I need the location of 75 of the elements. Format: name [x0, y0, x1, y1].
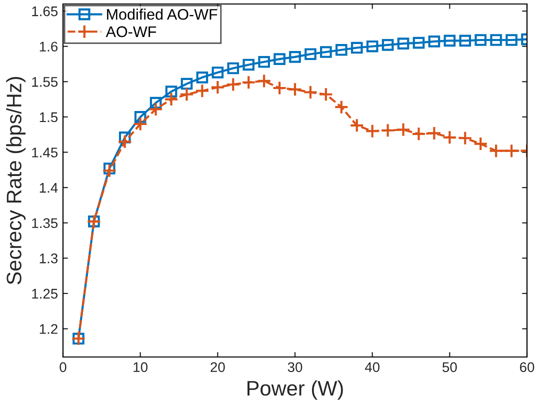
y-tick-label: 1.25: [32, 288, 58, 299]
point: [241, 75, 256, 90]
point: [196, 72, 208, 84]
y-tick-label: 1.5: [40, 112, 58, 122]
point: [506, 34, 518, 46]
point: [380, 123, 396, 138]
point: [212, 66, 224, 78]
x-axis-title: Power (W): [248, 380, 343, 400]
point: [350, 42, 363, 54]
point: [210, 80, 225, 95]
x-tick-label: 10: [134, 362, 148, 372]
point: [444, 34, 456, 47]
point: [411, 126, 426, 142]
point: [490, 34, 502, 46]
point: [288, 82, 302, 97]
point: [118, 134, 132, 149]
y-tick-label: 1.6: [40, 42, 58, 52]
point: [334, 100, 349, 114]
point: [397, 38, 410, 50]
point: [304, 48, 316, 60]
point: [272, 80, 287, 96]
point: [148, 102, 164, 116]
point: [242, 58, 255, 71]
point: [256, 74, 272, 88]
point: [258, 56, 270, 68]
point: [102, 163, 117, 178]
point: [426, 126, 442, 140]
point: [365, 124, 380, 138]
y-axis-title: Secrecy Rate (bps/Hz): [6, 77, 26, 284]
legend-label: AO-WF: [106, 26, 156, 38]
point: [318, 87, 334, 102]
point: [303, 84, 318, 100]
legend-label: Modified AO-WF: [107, 8, 218, 20]
y-tick-label: 1.4: [40, 183, 58, 193]
x-tick-label: 0: [60, 362, 66, 372]
point: [164, 92, 179, 107]
point: [350, 118, 364, 133]
point: [133, 116, 148, 132]
y-tick-label: 1.3: [40, 253, 58, 264]
point: [504, 144, 519, 158]
point: [118, 132, 131, 144]
point: [396, 122, 411, 137]
y-tick-label: 1.65: [32, 6, 58, 16]
y-tick-label: 1.2: [40, 324, 58, 334]
point: [382, 39, 394, 51]
x-tick-label: 20: [210, 362, 225, 372]
point: [458, 130, 472, 146]
point: [366, 40, 378, 52]
point: [103, 162, 116, 174]
point: [194, 84, 210, 98]
x-tick-label: 30: [288, 362, 302, 372]
point: [459, 34, 472, 47]
point: [227, 62, 240, 74]
point: [488, 144, 504, 158]
y-tick-label: 1.45: [32, 148, 58, 158]
point: [150, 96, 162, 109]
point: [442, 130, 457, 145]
point: [320, 46, 332, 58]
point: [179, 87, 194, 102]
x-tick-label: 50: [442, 362, 457, 372]
point: [134, 111, 146, 123]
point: [412, 36, 425, 49]
point: [180, 78, 193, 90]
point: [274, 53, 286, 65]
y-tick-label: 1.35: [32, 218, 58, 228]
point: [428, 36, 440, 48]
point: [289, 51, 301, 63]
point: [335, 44, 348, 56]
point: [474, 34, 487, 46]
x-tick-label: 40: [364, 362, 380, 372]
point: [165, 86, 178, 98]
x-tick-label: 60: [520, 362, 534, 372]
point: [473, 136, 488, 152]
point: [226, 77, 240, 92]
y-tick-label: 1.55: [32, 77, 58, 87]
